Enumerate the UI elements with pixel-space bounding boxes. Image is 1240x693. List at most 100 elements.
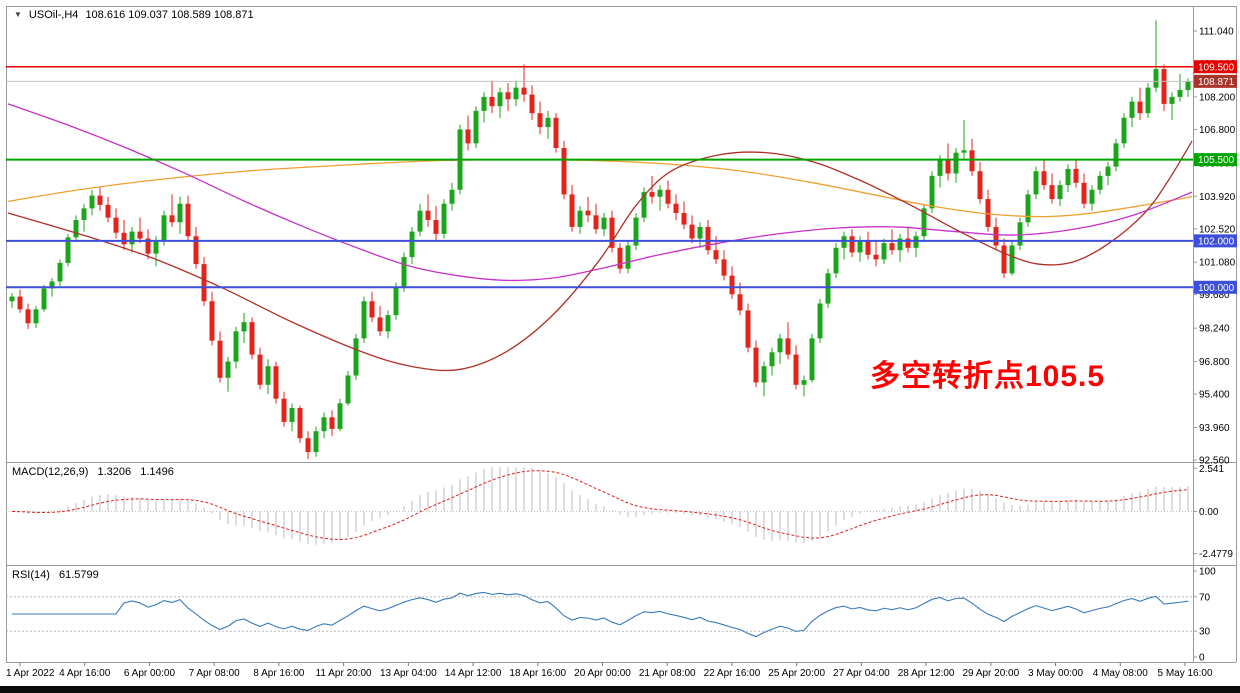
candle [41, 284, 47, 312]
candle [257, 347, 263, 390]
candle [73, 215, 79, 243]
time-axis-label: 14 Apr 12:00 [444, 668, 502, 679]
candle [121, 219, 127, 251]
candle [1009, 240, 1015, 276]
candle [57, 259, 63, 287]
candle [689, 215, 695, 244]
candle [289, 403, 295, 432]
candle [633, 213, 639, 251]
macd-value-2: 1.1496 [140, 466, 174, 478]
candle [1033, 166, 1039, 200]
candle [593, 203, 599, 234]
chart-canvas[interactable]: 111.040109.640108.200106.800105.360103.9… [0, 0, 1240, 668]
candle [353, 333, 359, 381]
candle [841, 231, 847, 260]
rsi-scale-labels: 100 70 30 0 [1193, 567, 1216, 664]
candle [529, 85, 535, 121]
candle [505, 83, 511, 111]
candle [617, 243, 623, 274]
candle [329, 410, 335, 436]
candle [217, 331, 223, 383]
chart-title: ▼ USOil-,H4 108.616 109.037 108.589 108.… [14, 9, 254, 21]
svg-text:96.800: 96.800 [1199, 357, 1230, 368]
candle [1121, 113, 1127, 148]
candle [753, 340, 759, 388]
candle [953, 148, 959, 183]
candle [185, 195, 191, 241]
candle [801, 375, 807, 397]
time-axis-label: 13 Apr 04:00 [379, 668, 437, 679]
candle [233, 326, 239, 369]
candle [545, 110, 551, 139]
ma-line-orange [7, 158, 1193, 218]
candle [465, 115, 471, 151]
macd-signal-line [11, 470, 1189, 541]
candle [833, 243, 839, 278]
panel-separator[interactable] [6, 462, 1236, 663]
chart-frame [6, 6, 1237, 662]
candle [865, 231, 871, 260]
candle [433, 206, 439, 241]
symbol-timeframe-label: USOil-,H4 [28, 9, 79, 21]
time-axis-label: 4 Apr 16:00 [59, 668, 111, 679]
candle [273, 361, 279, 404]
candle [305, 431, 311, 460]
candle [137, 217, 143, 244]
time-axis-label: 11 Apr 20:00 [315, 668, 372, 679]
candle [1129, 96, 1135, 128]
candle [577, 206, 583, 234]
candle [553, 113, 559, 153]
svg-text:111.040: 111.040 [1199, 27, 1234, 38]
candle [145, 229, 151, 260]
candle [537, 101, 543, 135]
candle [321, 412, 327, 439]
candle [569, 185, 575, 232]
time-axis-label: 8 Apr 16:00 [253, 668, 305, 679]
candle [369, 291, 375, 323]
candle [1145, 83, 1151, 118]
ma-line-magenta [7, 103, 1193, 282]
svg-text:102.000: 102.000 [1198, 236, 1235, 247]
time-axis-label: 7 Apr 08:00 [188, 668, 240, 679]
time-axis-label: 4 May 08:00 [1092, 668, 1148, 679]
candle [993, 217, 999, 251]
svg-text:108.871: 108.871 [1198, 77, 1235, 88]
chart-annotation-text[interactable]: 多空转折点105.5 [870, 360, 1106, 393]
candle [625, 240, 631, 274]
candle [705, 219, 711, 255]
candle [697, 222, 703, 248]
candle [889, 229, 895, 255]
candle [441, 199, 447, 239]
collapse-chart-icon[interactable]: ▼ [14, 10, 22, 19]
candle [81, 203, 87, 232]
candle [1057, 180, 1063, 207]
bottom-bar [0, 686, 1240, 693]
candle [1049, 173, 1055, 204]
rsi-indicator-label: RSI(14) 61.5799 [12, 569, 99, 581]
time-axis-label: 5 May 16:00 [1157, 668, 1213, 679]
svg-text:108.200: 108.200 [1199, 92, 1236, 103]
svg-text:106.800: 106.800 [1199, 125, 1236, 136]
candle [1081, 173, 1087, 209]
candle [969, 138, 975, 176]
svg-text:101.080: 101.080 [1199, 258, 1236, 269]
svg-text:100: 100 [1199, 567, 1216, 578]
candle [985, 189, 991, 232]
candle [473, 106, 479, 148]
candle [97, 187, 103, 211]
candle [809, 333, 815, 383]
svg-text:2.541: 2.541 [1199, 464, 1224, 475]
svg-text:102.520: 102.520 [1199, 224, 1236, 235]
svg-text:95.400: 95.400 [1199, 390, 1230, 401]
candle [585, 196, 591, 223]
time-axis-label: 25 Apr 20:00 [768, 668, 826, 679]
candle [777, 333, 783, 364]
svg-text:103.920: 103.920 [1199, 192, 1236, 203]
candle [169, 194, 175, 227]
candle [881, 238, 887, 265]
time-axis-label: 20 Apr 00:00 [574, 668, 631, 679]
candle [721, 250, 727, 281]
candle [681, 201, 687, 230]
candle [209, 291, 215, 346]
time-axis[interactable]: 1 Apr 2022 4 Apr 16:00 6 Apr 00:00 7 Apr 08… [0, 667, 1240, 684]
